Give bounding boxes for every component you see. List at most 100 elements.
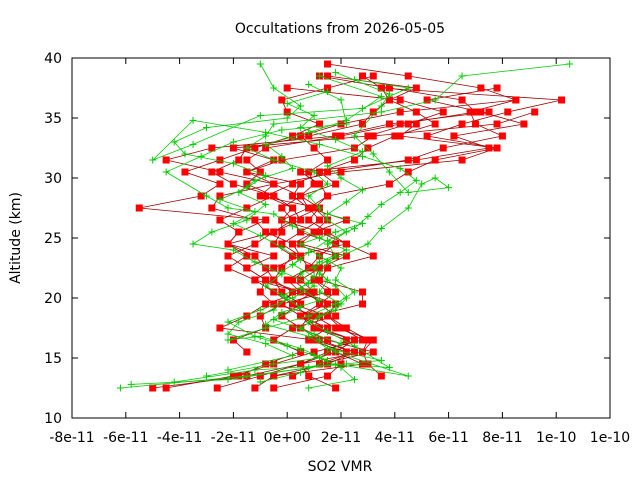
data-point-square bbox=[324, 300, 332, 308]
data-point-plus bbox=[278, 292, 286, 300]
data-point-square bbox=[315, 276, 323, 284]
data-point-plus bbox=[297, 304, 305, 312]
data-point-square bbox=[235, 156, 243, 164]
data-point-square bbox=[431, 156, 439, 164]
data-point-square bbox=[423, 96, 431, 104]
data-point-square bbox=[364, 336, 372, 344]
data-point-square bbox=[531, 108, 539, 116]
data-point-square bbox=[262, 216, 270, 224]
data-point-plus bbox=[189, 240, 197, 248]
data-point-plus bbox=[458, 72, 466, 80]
y-tick-label: 25 bbox=[44, 231, 62, 247]
data-point-plus bbox=[270, 120, 278, 128]
data-point-plus bbox=[342, 198, 350, 206]
y-tick-label: 20 bbox=[44, 291, 62, 307]
data-point-plus bbox=[162, 168, 170, 176]
data-point-square bbox=[256, 168, 264, 176]
data-point-square bbox=[359, 348, 367, 356]
data-point-square bbox=[477, 84, 485, 92]
data-point-plus bbox=[189, 116, 197, 124]
data-point-plus bbox=[189, 140, 197, 148]
data-point-plus bbox=[342, 120, 350, 128]
data-point-plus bbox=[332, 136, 340, 144]
data-point-plus bbox=[342, 228, 350, 236]
data-point-plus bbox=[332, 348, 340, 356]
data-point-plus bbox=[251, 332, 259, 340]
data-point-square bbox=[369, 132, 377, 140]
series-line bbox=[211, 123, 498, 353]
data-point-plus bbox=[350, 132, 358, 140]
data-point-plus bbox=[315, 234, 323, 242]
data-point-square bbox=[439, 108, 447, 116]
data-point-square bbox=[310, 276, 318, 284]
data-point-plus bbox=[305, 128, 313, 136]
data-point-square bbox=[337, 324, 345, 332]
data-point-plus bbox=[256, 306, 264, 314]
x-tick-label: -2e-11 bbox=[211, 430, 256, 446]
data-point-square bbox=[305, 288, 313, 296]
data-point-plus bbox=[310, 282, 318, 290]
data-point-square bbox=[359, 336, 367, 344]
data-point-square bbox=[485, 108, 493, 116]
data-point-plus bbox=[270, 210, 278, 218]
data-point-plus bbox=[310, 272, 318, 280]
data-point-square bbox=[493, 84, 501, 92]
data-point-plus bbox=[262, 340, 270, 348]
data-point-plus bbox=[243, 144, 251, 152]
data-point-square bbox=[216, 168, 224, 176]
data-point-square bbox=[297, 348, 305, 356]
data-point-plus bbox=[224, 318, 232, 326]
data-point-plus bbox=[256, 378, 264, 386]
data-point-square bbox=[278, 288, 286, 296]
data-point-square bbox=[364, 132, 372, 140]
data-point-square bbox=[297, 132, 305, 140]
data-point-square bbox=[493, 120, 501, 128]
data-point-plus bbox=[229, 160, 237, 168]
data-point-plus bbox=[418, 180, 426, 188]
data-point-square bbox=[396, 120, 404, 128]
data-point-plus bbox=[251, 366, 259, 374]
data-point-plus bbox=[315, 296, 323, 304]
data-point-square bbox=[412, 108, 420, 116]
data-point-plus bbox=[170, 138, 178, 146]
data-point-plus bbox=[229, 246, 237, 254]
data-point-square bbox=[324, 168, 332, 176]
data-point-square bbox=[364, 144, 372, 152]
data-point-square bbox=[310, 228, 318, 236]
data-point-square bbox=[216, 324, 224, 332]
data-point-square bbox=[310, 204, 318, 212]
data-point-plus bbox=[297, 124, 305, 132]
data-point-square bbox=[315, 264, 323, 272]
data-point-plus bbox=[289, 294, 297, 302]
data-point-plus bbox=[270, 84, 278, 92]
data-point-plus bbox=[350, 376, 358, 384]
data-point-plus bbox=[270, 306, 278, 314]
data-point-plus bbox=[127, 380, 135, 388]
data-point-square bbox=[359, 300, 367, 308]
data-point-square bbox=[278, 96, 286, 104]
data-point-plus bbox=[385, 90, 393, 98]
data-point-square bbox=[342, 252, 350, 260]
data-point-plus bbox=[262, 172, 270, 180]
data-point-square bbox=[256, 312, 264, 320]
y-tick-label: 10 bbox=[44, 411, 62, 427]
data-point-square bbox=[391, 132, 399, 140]
data-point-plus bbox=[431, 96, 439, 104]
data-point-plus bbox=[359, 104, 367, 112]
data-point-square bbox=[278, 204, 286, 212]
data-point-square bbox=[208, 204, 216, 212]
data-point-plus bbox=[310, 264, 318, 272]
x-tick-label: 4e-11 bbox=[375, 430, 415, 446]
data-point-plus bbox=[350, 342, 358, 350]
data-point-square bbox=[229, 180, 237, 188]
data-point-plus bbox=[315, 252, 323, 260]
data-point-plus bbox=[332, 306, 340, 314]
data-point-square bbox=[289, 324, 297, 332]
data-point-plus bbox=[342, 360, 350, 368]
x-tick-label: 6e-11 bbox=[428, 430, 468, 446]
data-point-square bbox=[251, 276, 259, 284]
data-point-plus bbox=[369, 150, 377, 158]
x-tick-label: -4e-11 bbox=[157, 430, 202, 446]
data-point-plus bbox=[243, 372, 251, 380]
data-point-square bbox=[423, 132, 431, 140]
